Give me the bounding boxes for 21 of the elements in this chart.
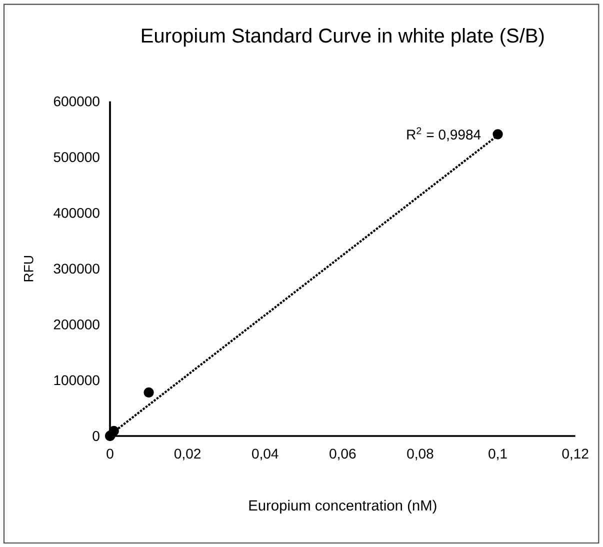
annotation: R$^{2}$ = 0,9984 <box>407 127 481 142</box>
y-tick-label: 200000 <box>54 320 100 330</box>
x-tick-label: 0,12 <box>562 448 588 460</box>
point <box>108 426 119 436</box>
x-tick-label: 0 <box>106 448 114 459</box>
x-tick-label: 0,02 <box>174 448 200 460</box>
point <box>492 129 503 140</box>
y-tick-label: 300000 <box>54 264 100 274</box>
x-tick-label: 0,1 <box>488 448 507 460</box>
y-tick-label: 0 <box>92 431 100 441</box>
chart-title: Europium Standard Curve in white plate (S/B) <box>142 28 544 47</box>
x-tick-label: 0,06 <box>330 448 356 460</box>
x-axis-title: Europium concentration (nM) <box>249 500 436 514</box>
y-tick-label: 400000 <box>54 208 100 218</box>
point <box>144 387 154 398</box>
y-axis-title: RFU <box>24 256 34 282</box>
x-tick-label: 0,08 <box>407 448 434 460</box>
x-tick-label: 0,04 <box>252 448 278 460</box>
y-tick-label: 600000 <box>54 96 100 106</box>
y-tick-label: 100000 <box>54 375 100 386</box>
y-tick-label: 500000 <box>54 152 100 162</box>
